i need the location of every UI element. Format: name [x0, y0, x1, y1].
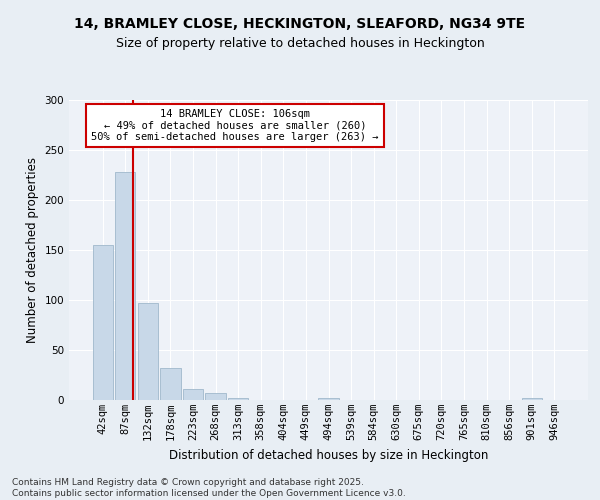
- Text: 14, BRAMLEY CLOSE, HECKINGTON, SLEAFORD, NG34 9TE: 14, BRAMLEY CLOSE, HECKINGTON, SLEAFORD,…: [74, 18, 526, 32]
- Bar: [160, 368, 181, 400]
- Bar: [138, 303, 158, 400]
- Text: Contains HM Land Registry data © Crown copyright and database right 2025.
Contai: Contains HM Land Registry data © Crown c…: [12, 478, 406, 498]
- Text: Size of property relative to detached houses in Heckington: Size of property relative to detached ho…: [116, 38, 484, 51]
- Bar: [92, 245, 113, 400]
- Bar: [521, 398, 542, 400]
- X-axis label: Distribution of detached houses by size in Heckington: Distribution of detached houses by size …: [169, 448, 488, 462]
- Bar: [319, 398, 338, 400]
- Bar: [228, 398, 248, 400]
- Text: 14 BRAMLEY CLOSE: 106sqm
← 49% of detached houses are smaller (260)
50% of semi-: 14 BRAMLEY CLOSE: 106sqm ← 49% of detach…: [91, 109, 379, 142]
- Bar: [205, 393, 226, 400]
- Bar: [115, 172, 136, 400]
- Bar: [183, 389, 203, 400]
- Y-axis label: Number of detached properties: Number of detached properties: [26, 157, 39, 343]
